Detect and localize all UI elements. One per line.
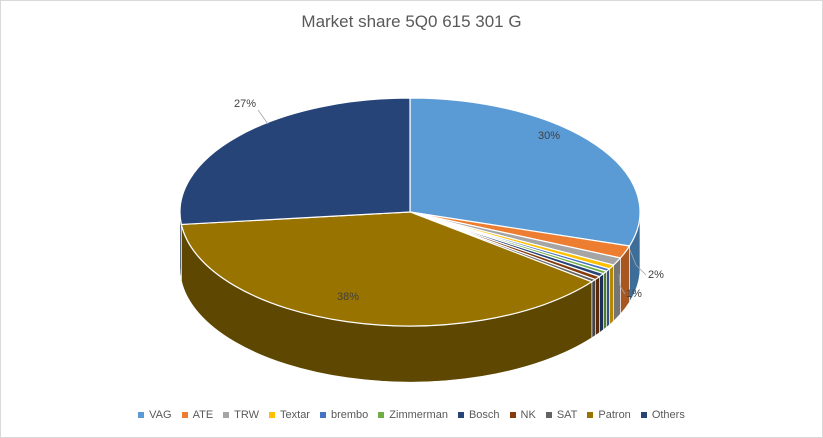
legend-item-bosch: Bosch (457, 409, 500, 421)
pie-side-zimmerman (603, 270, 607, 331)
legend-item-others: Others (640, 409, 685, 421)
legend-swatch (587, 412, 594, 418)
legend-label: Textar (280, 409, 310, 421)
pie-side-nk (595, 276, 600, 337)
data-label-others: 27% (234, 98, 256, 110)
leader-line-others (257, 109, 269, 125)
pie-side-sat (591, 278, 596, 339)
data-label-ate: 2% (648, 269, 664, 281)
pie-slice-vag (409, 97, 641, 247)
leader-line-ate (629, 249, 647, 276)
legend-item-ate: ATE (181, 409, 214, 421)
legend-label: VAG (149, 409, 172, 421)
pie-side-brembo (606, 268, 610, 328)
chart-title: Market share 5Q0 615 301 G (301, 12, 522, 31)
legend-swatch (545, 412, 552, 418)
legend-swatch (319, 412, 326, 418)
legend-swatch (640, 412, 647, 418)
pie-slice-patron (180, 211, 593, 327)
pie-side-textar (609, 264, 614, 326)
pie-slice-others (179, 97, 411, 226)
chart-legend: VAG ATE TRW Textar brembo Zimmerman Bosch NK SAT… (0, 409, 823, 421)
legend-swatch (138, 412, 145, 418)
legend-label: SAT (556, 409, 578, 421)
data-label-nk: 1% (626, 288, 642, 300)
legend-item-patron: Patron (587, 409, 631, 421)
legend-swatch (457, 412, 464, 418)
legend-swatch (223, 412, 230, 418)
data-label-patron: 38% (337, 291, 359, 303)
legend-swatch (509, 412, 516, 418)
data-label-vag: 30% (538, 130, 560, 142)
legend-label: TRW (234, 409, 260, 421)
legend-label: NK (520, 409, 536, 421)
legend-item-brembo: brembo (319, 409, 369, 421)
legend-item-sat: SAT (545, 409, 578, 421)
legend-label: Bosch (468, 409, 500, 421)
legend-item-textar: Textar (269, 409, 310, 421)
legend-item-trw: TRW (223, 409, 259, 421)
legend-swatch (269, 412, 276, 418)
legend-label: Patron (598, 409, 631, 421)
legend-item-nk: NK (509, 409, 536, 421)
legend-swatch (378, 412, 385, 418)
pie-side-bosch (599, 273, 604, 334)
legend-swatch (181, 412, 188, 418)
pie-side-trw (613, 257, 621, 322)
leader-line-nk (618, 273, 626, 295)
legend-item-zimmerman: Zimmerman (378, 409, 448, 421)
legend-label: Zimmerman (389, 409, 448, 421)
legend-label: Others (651, 409, 685, 421)
legend-label: ATE (192, 409, 214, 421)
legend-label: brembo (330, 409, 369, 421)
legend-item-vag: VAG (138, 409, 172, 421)
